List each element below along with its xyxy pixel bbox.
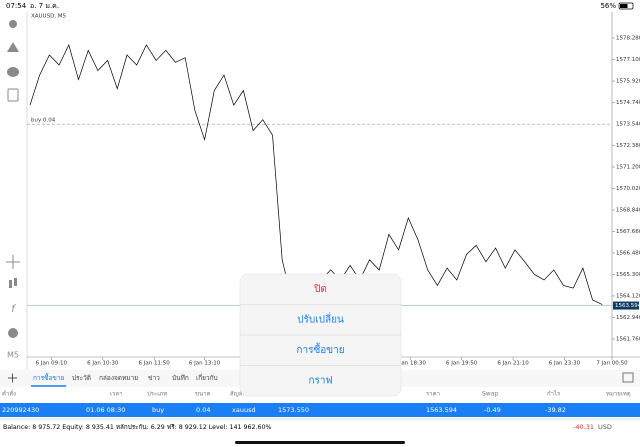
left-toolbar: f (6, 20, 20, 338)
tab[interactable]: ข่าว (148, 374, 160, 382)
icon-crosshair[interactable] (6, 255, 20, 269)
icon-candles[interactable] (9, 280, 12, 288)
menu-item[interactable]: การซื้อขาย (296, 342, 344, 356)
account-summary: Balance: 8 975.72 Equity: 8 935.41 หลักป… (3, 423, 272, 431)
table: คำสั่งเวลาประเภทขนาดสัญลักษณ์ราคาS/LT/Pร… (0, 390, 640, 417)
tabs: การซื้อขาย ประวัติ กล่องจดหมาย ข่าว บันทึก เก… (31, 373, 218, 387)
x-tick-label: 6 Jan 18:30 (395, 361, 427, 367)
y-tick-label: 1578.280 (616, 36, 640, 42)
cell: -39.82 (545, 406, 566, 414)
y-tick-label: 1575.920 (616, 79, 640, 85)
icon-trade[interactable] (7, 42, 19, 52)
icon-account[interactable] (9, 20, 17, 28)
cell: 0.04 (196, 406, 210, 414)
y-tick-label: 1568.840 (616, 208, 640, 214)
x-tick-label: 6 Jan 10:30 (87, 361, 119, 367)
y-tick-label: 1577.100 (616, 57, 640, 63)
y-tick-label: 1565.300 (616, 272, 640, 278)
column-header: กำไร (547, 390, 561, 398)
cell: 01.06 08:30 (86, 406, 125, 414)
column-header: เวลา (110, 391, 122, 398)
column-header: ราคา (426, 391, 440, 398)
column-header: ขนาด (195, 391, 211, 398)
add-button[interactable] (8, 373, 17, 383)
status-time: 07:54 (6, 2, 27, 10)
cell: 1563.594 (426, 406, 457, 414)
battery-icon (618, 2, 634, 10)
status-battery: 56% (600, 2, 616, 10)
y-tick-label: 1570.020 (616, 186, 640, 192)
total-profit: -40.31 (573, 423, 594, 431)
tab[interactable]: กล่องจดหมาย (99, 374, 138, 382)
cell: 220992430 (2, 406, 39, 414)
x-tick-label: 6 Jan 19:50 (446, 361, 478, 367)
menu-item[interactable]: ปิด (313, 284, 326, 295)
icon-chat[interactable] (7, 67, 19, 77)
tab[interactable]: เกี่ยวกับ (196, 373, 218, 382)
cell: xauusd (232, 406, 256, 414)
y-tick-label: 1562.940 (616, 315, 640, 321)
selected-row[interactable] (0, 403, 640, 417)
cell: buy (152, 406, 164, 414)
menu-item[interactable]: กราฟ (308, 376, 332, 387)
bid-price-box (613, 301, 639, 310)
tab[interactable]: การซื้อขาย (33, 373, 64, 382)
battery-level (620, 4, 628, 8)
tab[interactable]: บันทึก (172, 374, 189, 382)
bid-price-label: 1563.594 (615, 303, 640, 309)
y-tick-label: 1572.380 (616, 143, 640, 149)
y-tick-label: 1571.200 (616, 165, 640, 171)
currency: USD (598, 423, 612, 431)
home-indicator (235, 441, 405, 444)
tab[interactable]: ประวัติ (72, 374, 91, 382)
x-tick-label: 6 Jan 11:50 (138, 361, 170, 367)
icon-objects[interactable] (8, 328, 18, 338)
icon-candles-b (14, 278, 17, 286)
y-tick-label: 1574.740 (616, 100, 640, 106)
x-tick-label: 6 Jan 23:30 (549, 361, 581, 367)
column-header: Swap (482, 391, 498, 398)
x-tick-label: 6 Jan 13:10 (189, 361, 221, 367)
y-tick-label: 1566.480 (616, 250, 640, 256)
timeframe-button[interactable]: M5 (7, 351, 19, 360)
icon-indicators[interactable]: f (11, 304, 16, 315)
column-header: คำสั่ง (2, 390, 16, 398)
y-tick-label: 1567.660 (616, 229, 640, 235)
cell: 1573.550 (278, 406, 309, 414)
menu-item[interactable]: ปรับเปลี่ยน (297, 312, 344, 326)
status-date: อ. 7 ม.ค. (30, 2, 59, 10)
x-tick-label: 6 Jan 21:10 (497, 361, 529, 367)
column-header: หมายเหตุ (606, 391, 631, 398)
y-tick-label: 1564.120 (616, 293, 640, 299)
x-tick-label: 7 Jan 00:50 (596, 361, 628, 367)
layout-button[interactable] (622, 372, 634, 383)
icon-new[interactable] (7, 88, 19, 102)
chart-title: XAUUSD, M5 (31, 14, 67, 20)
y-tick-label: 1561.760 (616, 336, 640, 342)
cell: -0.49 (484, 406, 501, 414)
order-price-label: 1573.540 (616, 122, 640, 128)
x-tick-label: 6 Jan 09:10 (36, 361, 68, 367)
column-header: ประเภท (147, 391, 167, 398)
order-label: buy 0.04 (31, 118, 56, 124)
